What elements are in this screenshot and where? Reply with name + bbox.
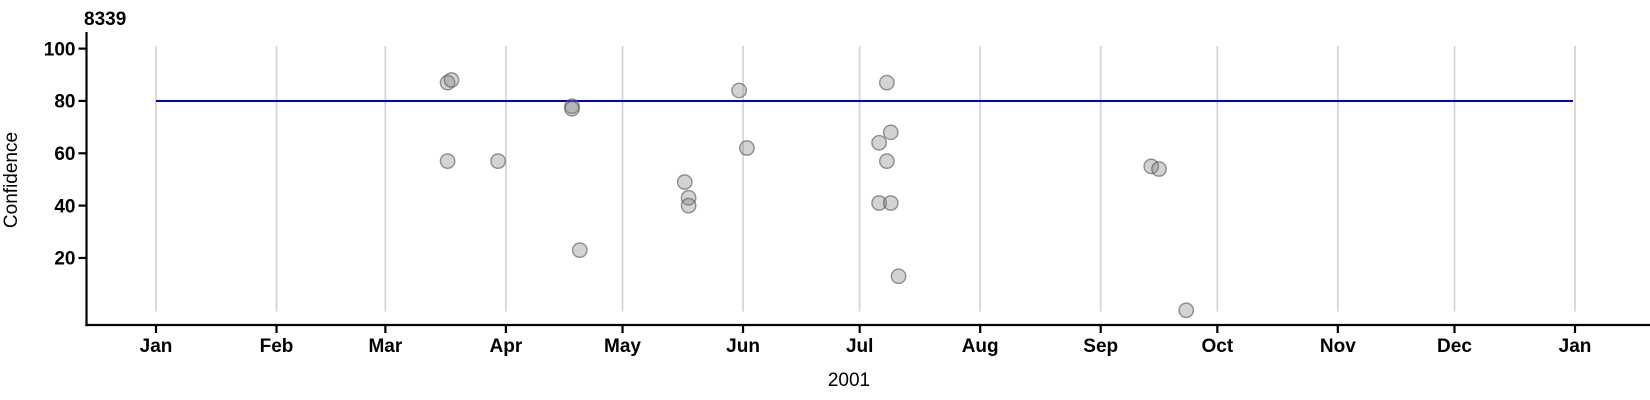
data-point [439,153,456,170]
y-tick-label: 40 [54,196,75,217]
month-gridlines [155,46,1576,312]
data-point [1151,161,1167,177]
axes [85,32,1650,327]
x-tick-label: Aug [962,336,999,357]
data-points [439,72,1195,319]
chart-title: 8339 [84,9,126,30]
x-tick-label: Apr [490,336,523,357]
data-point [731,82,748,99]
data-point [571,242,588,259]
x-tick-label: Jun [726,336,760,357]
x-axis-title: 2001 [828,370,870,391]
x-tick-label: Jan [1559,336,1592,357]
data-point [739,140,755,156]
y-tick-label: 80 [54,92,75,113]
data-point [871,195,888,211]
y-tick-label: 60 [54,144,75,165]
data-point [890,268,907,285]
x-tick-label: Mar [368,336,402,357]
x-tick-label: Nov [1320,336,1356,357]
x-tick-label: Feb [260,336,294,357]
data-point [676,174,693,190]
x-tick-label: Oct [1201,336,1233,357]
data-point [878,74,895,91]
x-tick-label: May [604,336,641,357]
data-point [1178,302,1195,319]
x-tick-label: Sep [1083,336,1118,357]
x-tick-label: Jul [846,336,873,357]
data-point [443,72,460,88]
y-axis-ticks: 20 40 60 80 100 [44,39,87,270]
y-tick-label: 100 [44,39,76,60]
data-point [490,153,507,170]
data-point [871,134,888,151]
data-point [882,195,899,211]
data-point [878,153,895,170]
x-axis-ticks: Jan Feb Mar Apr May Jun Jul Aug Sep Oct Nov Dec Jan [140,325,1592,357]
data-point [882,124,899,141]
x-tick-label: Dec [1437,336,1472,357]
y-axis-title: Confidence [1,132,22,228]
data-point [564,100,580,117]
x-tick-label: Jan [140,336,173,357]
data-point [680,197,697,214]
y-tick-label: 20 [54,249,75,270]
